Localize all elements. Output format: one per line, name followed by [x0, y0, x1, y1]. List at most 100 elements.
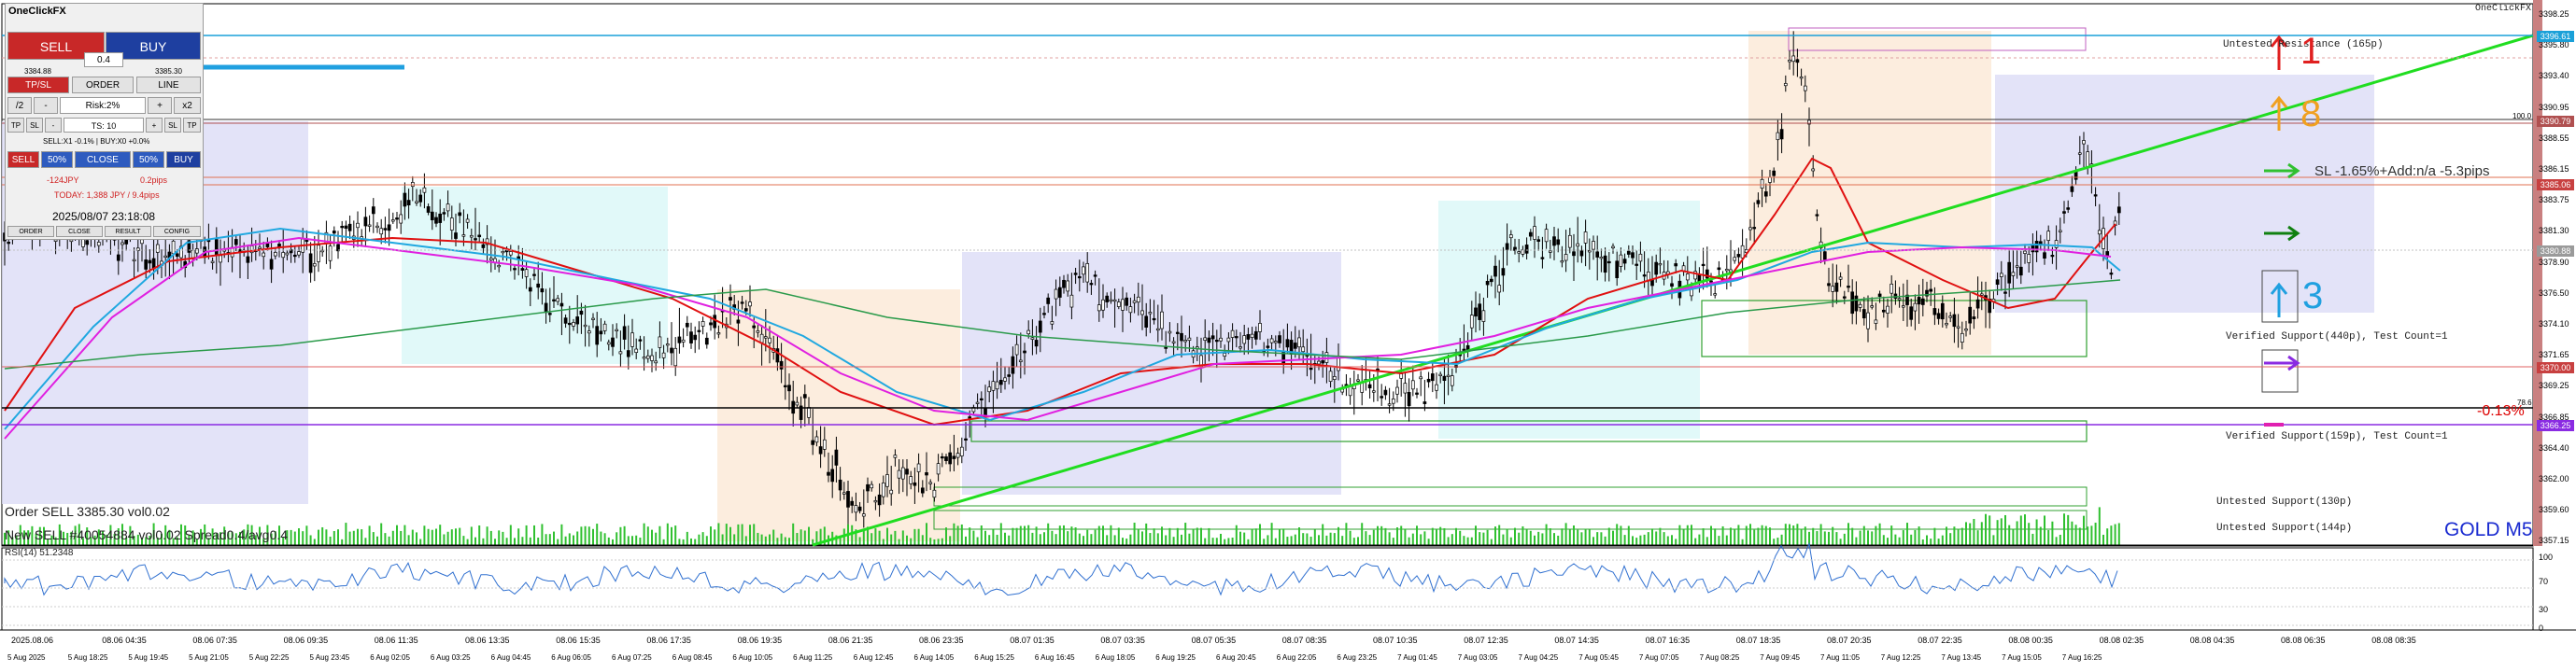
volume-bar [462, 536, 465, 545]
date-tick-label: 7 Aug 15:05 [2002, 653, 2042, 662]
volume-bar [136, 534, 139, 545]
volume-bar [2078, 527, 2081, 545]
candle-body [955, 453, 960, 458]
volume-bar [1372, 529, 1375, 545]
volume-bar [1047, 523, 1050, 545]
candle-body [1508, 234, 1513, 239]
candle-body [940, 455, 944, 459]
volume-bar [878, 530, 881, 545]
volume-bar [1263, 539, 1266, 545]
candle-body [1018, 359, 1023, 362]
volume-bar [1306, 533, 1309, 545]
candle-body [870, 483, 874, 489]
close-buy-button[interactable]: BUY [166, 151, 201, 168]
candle-body [1395, 386, 1399, 395]
bottom-tab-config[interactable]: CONFIG [153, 226, 201, 237]
rsi-pane-frame [1, 547, 2534, 631]
candle-body [1834, 282, 1839, 292]
volume-bar [1035, 526, 1038, 545]
volume-bar [1545, 524, 1548, 545]
risk-minus-button[interactable]: - [34, 97, 58, 114]
candle-body [1972, 316, 1976, 319]
volume-bar [729, 526, 731, 545]
candle-body [1438, 373, 1443, 376]
volume-bar [47, 539, 50, 545]
risk-plus-button[interactable]: + [148, 97, 172, 114]
tp-right-button[interactable]: TP [183, 118, 201, 133]
volume-bar [882, 539, 885, 545]
sl-left-button[interactable]: SL [26, 118, 43, 133]
volume-bar [1423, 531, 1426, 545]
volume-bar [1718, 536, 1720, 545]
sl-right-button[interactable]: SL [164, 118, 181, 133]
candle-body [2077, 152, 2082, 155]
volume-bar [376, 536, 378, 545]
ts-plus-button[interactable]: + [146, 118, 163, 133]
candle-body [1760, 178, 1764, 189]
candle-body [1638, 253, 1643, 262]
bottom-tab-close[interactable]: CLOSE [56, 226, 103, 237]
volume-bar [70, 531, 73, 545]
volume-bar [1776, 538, 1779, 545]
volume-bar [2087, 526, 2089, 545]
close-buy-half-button[interactable]: 50% [133, 151, 164, 168]
candle-body [854, 505, 858, 513]
candle-body [1328, 371, 1333, 382]
support-zone-box [933, 510, 2088, 530]
tab-order[interactable]: ORDER [72, 77, 134, 93]
volume-bar [2012, 528, 2015, 545]
close-sell-button[interactable]: SELL [7, 151, 39, 168]
candle-body [497, 264, 502, 268]
volume-bar [1443, 527, 1446, 545]
candle-body [312, 263, 317, 267]
volume-bar [587, 526, 590, 545]
risk-input[interactable]: Risk:2% [60, 97, 146, 114]
volume-bar [1090, 534, 1093, 545]
buy-button[interactable]: BUY [106, 32, 201, 60]
volume-bar [254, 535, 257, 545]
halve-risk-button[interactable]: /2 [7, 97, 32, 114]
candle-body [1897, 298, 1902, 301]
close-all-button[interactable]: CLOSE [75, 151, 131, 168]
candle-body [2062, 211, 2066, 214]
tab-line[interactable]: LINE [136, 77, 201, 93]
volume-bar [1168, 527, 1171, 545]
tp-left-button[interactable]: TP [7, 118, 24, 133]
volume-bar [1933, 527, 1936, 545]
volume-bar [286, 530, 289, 545]
rsi-label: RSI(14) 51.2348 [5, 548, 74, 558]
volume-bar [1620, 525, 1622, 545]
volume-bar [125, 537, 128, 545]
volume-bar [803, 530, 806, 545]
candle-body [1371, 390, 1376, 393]
volume-bar [1890, 525, 1893, 545]
tab-tp-sl[interactable]: TP/SL [7, 77, 69, 93]
candle-body [602, 323, 607, 331]
trailing-stop-input[interactable]: TS: 10 [64, 118, 144, 133]
close-sell-half-button[interactable]: 50% [41, 151, 73, 168]
fib-78-label: 78.6 [2517, 399, 2532, 407]
candle-body [1975, 299, 1980, 309]
volume-bar [1302, 533, 1305, 545]
rsi-tick-label: 70 [2539, 577, 2549, 586]
bottom-tab-result[interactable]: RESULT [105, 226, 151, 237]
volume-bar [1361, 523, 1364, 545]
candle-body [2018, 266, 2023, 276]
volume-bar [400, 530, 403, 545]
volume-bar [1294, 534, 1296, 545]
double-risk-button[interactable]: x2 [174, 97, 201, 114]
volume-bar [2059, 534, 2061, 545]
volume-bar [176, 537, 178, 545]
bottom-tab-order[interactable]: ORDER [7, 226, 54, 237]
volume-bar [996, 534, 998, 545]
date-tick-label: 7 Aug 11:05 [1820, 653, 1861, 662]
candle-body [1469, 315, 1474, 329]
lot-size-input[interactable]: 0.4 [84, 52, 123, 67]
volume-bar [705, 536, 708, 545]
date-tick-label: 6 Aug 15:25 [974, 653, 1014, 662]
ts-minus-button[interactable]: - [45, 118, 62, 133]
volume-bar [741, 524, 743, 545]
volume-bar [1753, 529, 1756, 545]
date-tick-label: 5 Aug 22:25 [248, 653, 290, 662]
